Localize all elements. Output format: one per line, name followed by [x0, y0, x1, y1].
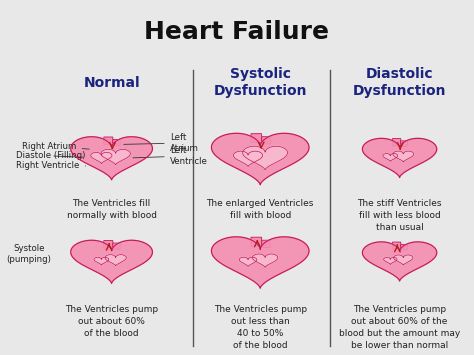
Text: Right Ventricle: Right Ventricle — [16, 162, 86, 170]
Text: Heart Failure: Heart Failure — [145, 20, 329, 44]
Text: The Ventricles pump
out about 60% of the
blood but the amount may
be lower than : The Ventricles pump out about 60% of the… — [339, 305, 460, 350]
Polygon shape — [393, 151, 414, 162]
Polygon shape — [239, 257, 257, 267]
Polygon shape — [211, 133, 309, 185]
FancyBboxPatch shape — [392, 242, 401, 249]
Polygon shape — [363, 138, 437, 178]
Text: The enlarged Ventricles
fill with blood: The enlarged Ventricles fill with blood — [207, 199, 314, 220]
Text: Diastole (Filling): Diastole (Filling) — [16, 152, 86, 160]
FancyBboxPatch shape — [401, 244, 408, 250]
Polygon shape — [94, 257, 109, 265]
FancyBboxPatch shape — [251, 134, 262, 143]
Polygon shape — [211, 237, 309, 288]
Text: The Ventricles pump
out about 60%
of the blood: The Ventricles pump out about 60% of the… — [65, 305, 158, 338]
Text: Right Atrium: Right Atrium — [22, 142, 89, 151]
Text: The Ventricles pump
out less than
40 to 50%
of the blood: The Ventricles pump out less than 40 to … — [214, 305, 307, 350]
Text: Normal: Normal — [83, 76, 140, 89]
Text: The Ventricles fill
normally with blood: The Ventricles fill normally with blood — [66, 199, 156, 220]
Polygon shape — [91, 152, 112, 164]
Text: Systole
(pumping): Systole (pumping) — [7, 244, 51, 264]
Text: Left
Atrium: Left Atrium — [124, 133, 199, 153]
Polygon shape — [383, 154, 398, 162]
Polygon shape — [363, 242, 437, 281]
FancyBboxPatch shape — [262, 137, 271, 144]
Polygon shape — [71, 240, 153, 283]
FancyBboxPatch shape — [392, 138, 401, 146]
FancyBboxPatch shape — [104, 240, 113, 248]
Polygon shape — [393, 255, 413, 265]
FancyBboxPatch shape — [251, 237, 262, 246]
Text: Systolic
Dysfunction: Systolic Dysfunction — [213, 67, 307, 98]
Polygon shape — [101, 149, 130, 165]
Polygon shape — [383, 257, 397, 264]
Polygon shape — [71, 137, 153, 180]
FancyBboxPatch shape — [262, 240, 271, 247]
Text: Left
Ventricle: Left Ventricle — [133, 146, 208, 166]
Text: Diastolic
Dysfunction: Diastolic Dysfunction — [353, 67, 447, 98]
FancyBboxPatch shape — [104, 137, 113, 144]
FancyBboxPatch shape — [113, 243, 120, 249]
FancyBboxPatch shape — [401, 141, 408, 147]
Polygon shape — [105, 255, 126, 266]
Polygon shape — [243, 146, 288, 170]
FancyBboxPatch shape — [113, 140, 120, 146]
Text: The stiff Ventricles
fill with less blood
than usual: The stiff Ventricles fill with less bloo… — [357, 199, 442, 232]
Polygon shape — [233, 151, 263, 166]
Polygon shape — [253, 254, 278, 267]
